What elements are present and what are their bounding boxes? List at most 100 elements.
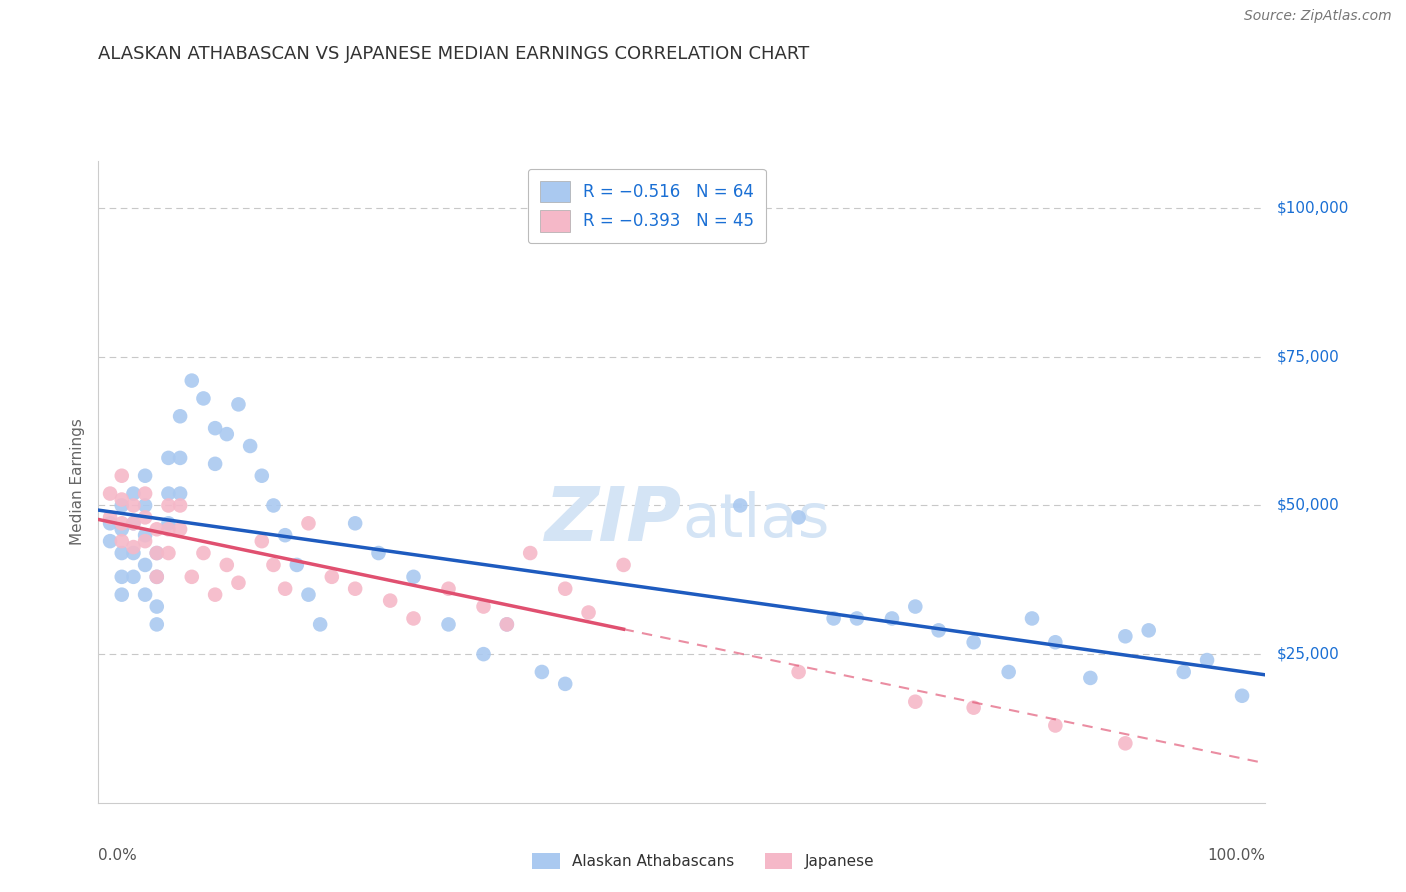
Point bbox=[554, 582, 576, 596]
Point bbox=[787, 665, 810, 679]
Point bbox=[193, 392, 215, 406]
Point bbox=[344, 516, 367, 531]
Point bbox=[134, 486, 156, 500]
Point bbox=[134, 528, 156, 542]
Point bbox=[274, 528, 297, 542]
Point bbox=[122, 546, 145, 560]
Point bbox=[437, 582, 460, 596]
Point bbox=[193, 546, 215, 560]
Point bbox=[1045, 718, 1067, 732]
Point bbox=[1230, 689, 1253, 703]
Point bbox=[122, 486, 145, 500]
Point bbox=[578, 606, 600, 620]
Point bbox=[169, 486, 191, 500]
Point bbox=[787, 510, 810, 524]
Point bbox=[928, 624, 950, 638]
Point bbox=[274, 582, 297, 596]
Point bbox=[1114, 736, 1136, 750]
Point bbox=[378, 593, 402, 607]
Point bbox=[134, 588, 156, 602]
Point bbox=[180, 374, 202, 388]
Point bbox=[530, 665, 553, 679]
Point bbox=[472, 599, 495, 614]
Point bbox=[111, 499, 134, 513]
Point bbox=[904, 599, 927, 614]
Point bbox=[122, 540, 145, 554]
Point bbox=[111, 522, 134, 536]
Point bbox=[239, 439, 262, 453]
Point bbox=[111, 546, 134, 560]
Point bbox=[437, 617, 460, 632]
Text: $50,000: $50,000 bbox=[1277, 498, 1340, 513]
Point bbox=[157, 516, 180, 531]
Point bbox=[495, 617, 517, 632]
Point bbox=[962, 700, 984, 714]
Point bbox=[204, 421, 226, 435]
Point bbox=[146, 617, 169, 632]
Point bbox=[169, 409, 191, 424]
Point bbox=[157, 522, 180, 536]
Point bbox=[146, 570, 169, 584]
Point bbox=[204, 457, 226, 471]
Point bbox=[250, 468, 273, 483]
Point bbox=[495, 617, 517, 632]
Text: atlas: atlas bbox=[682, 491, 830, 549]
Point bbox=[98, 510, 121, 524]
Text: $100,000: $100,000 bbox=[1277, 201, 1348, 216]
Point bbox=[262, 499, 284, 513]
Point bbox=[262, 558, 284, 572]
Point bbox=[250, 534, 273, 549]
Point bbox=[730, 499, 752, 513]
Point bbox=[228, 575, 250, 590]
Text: ALASKAN ATHABASCAN VS JAPANESE MEDIAN EARNINGS CORRELATION CHART: ALASKAN ATHABASCAN VS JAPANESE MEDIAN EA… bbox=[98, 45, 810, 62]
Point bbox=[111, 468, 134, 483]
Point bbox=[169, 499, 191, 513]
Point bbox=[519, 546, 541, 560]
Text: $75,000: $75,000 bbox=[1277, 350, 1340, 364]
Point bbox=[157, 450, 180, 465]
Point bbox=[402, 611, 425, 625]
Point bbox=[180, 570, 202, 584]
Point bbox=[98, 486, 121, 500]
Text: 100.0%: 100.0% bbox=[1208, 847, 1265, 863]
Point bbox=[134, 468, 156, 483]
Point bbox=[297, 588, 319, 602]
Point bbox=[845, 611, 868, 625]
Point bbox=[146, 522, 169, 536]
Point bbox=[122, 570, 145, 584]
Point bbox=[122, 499, 145, 513]
Point bbox=[169, 450, 191, 465]
Point bbox=[111, 570, 134, 584]
Point bbox=[122, 516, 145, 531]
Point bbox=[146, 546, 169, 560]
Point bbox=[134, 499, 156, 513]
Point bbox=[111, 516, 134, 531]
Point bbox=[122, 516, 145, 531]
Point bbox=[111, 492, 134, 507]
Point bbox=[285, 558, 308, 572]
Point bbox=[1137, 624, 1160, 638]
Point bbox=[215, 427, 238, 442]
Point bbox=[134, 510, 156, 524]
Point bbox=[1045, 635, 1067, 649]
Point bbox=[367, 546, 389, 560]
Point bbox=[402, 570, 425, 584]
Y-axis label: Median Earnings: Median Earnings bbox=[70, 418, 86, 545]
Point bbox=[904, 695, 927, 709]
Point bbox=[146, 546, 169, 560]
Point bbox=[146, 570, 169, 584]
Point bbox=[880, 611, 903, 625]
Point bbox=[204, 588, 226, 602]
Point bbox=[309, 617, 332, 632]
Point bbox=[111, 534, 134, 549]
Point bbox=[134, 534, 156, 549]
Point bbox=[111, 588, 134, 602]
Point bbox=[215, 558, 238, 572]
Point bbox=[169, 522, 191, 536]
Point bbox=[297, 516, 319, 531]
Point bbox=[321, 570, 343, 584]
Point bbox=[98, 516, 121, 531]
Point bbox=[157, 499, 180, 513]
Point bbox=[134, 558, 156, 572]
Point bbox=[612, 558, 634, 572]
